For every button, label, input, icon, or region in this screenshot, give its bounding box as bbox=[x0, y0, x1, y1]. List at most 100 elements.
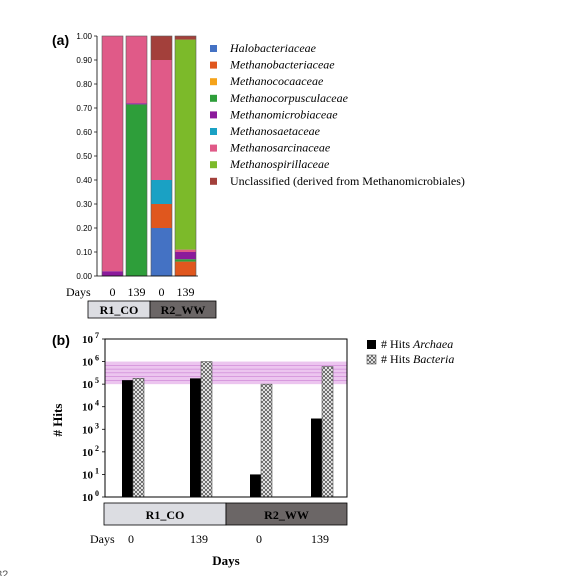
y-tick-label: 0.00 bbox=[76, 272, 92, 281]
bar-segment-unclassified-derived-from-methanomicrobiales bbox=[151, 36, 172, 60]
y-tick-label: 0.10 bbox=[76, 248, 92, 257]
y-tick-exponent: 6 bbox=[95, 354, 99, 363]
bar-segment-methanomicrobiaceae bbox=[126, 103, 147, 105]
legend-swatch bbox=[210, 61, 217, 69]
y-tick-label: 0.50 bbox=[76, 152, 92, 161]
group-boxes: R1_CO R2_WW bbox=[87, 300, 217, 319]
y-tick-exponent: 7 bbox=[95, 331, 99, 340]
y-tick-label: 10 bbox=[82, 334, 94, 346]
bar-bacteria bbox=[260, 383, 273, 498]
x-tick-label: 0 bbox=[110, 285, 116, 299]
bar-segment-methanocorpusculaceae bbox=[126, 104, 147, 277]
bar-bacteria bbox=[132, 378, 145, 498]
bar-archaea bbox=[190, 378, 201, 497]
x-tick-label: 139 bbox=[177, 285, 195, 299]
bar-segment-methanosarcinaceae bbox=[151, 60, 172, 180]
legend-swatch bbox=[210, 94, 217, 102]
bar-bacteria bbox=[200, 361, 213, 498]
stacked-bar-chart: (a) 0.00 0.10 0.20 0.30 0.40 0.50 0.60 0.70 0.80… bbox=[52, 32, 465, 319]
panel-label-a: (a) bbox=[52, 32, 69, 48]
bars bbox=[101, 35, 197, 277]
legend-label: Methanosaetaceae bbox=[229, 124, 321, 138]
legend-label: Methanospirillaceae bbox=[229, 157, 330, 171]
legend-swatch bbox=[210, 128, 217, 135]
y-tick-label: 0.90 bbox=[76, 56, 92, 65]
bar-segment-methanosarcinaceae bbox=[126, 36, 147, 104]
y-tick-exponent: 3 bbox=[95, 421, 99, 430]
legend-label: Unclassified (derived from Methanomicrob… bbox=[230, 174, 465, 188]
legend-label: Methanocorpusculaceae bbox=[229, 91, 349, 105]
y-tick-label: 0.40 bbox=[76, 176, 92, 185]
y-tick-label: 10 bbox=[82, 357, 94, 369]
legend-label: Methanomicrobiaceae bbox=[229, 107, 338, 121]
legend: Halobacteriaceae Methanobacteriaceae Metha… bbox=[210, 41, 465, 188]
y-tick-exponent: 5 bbox=[95, 376, 99, 385]
group-label: R1_CO bbox=[100, 303, 139, 317]
x-tick-label: 139 bbox=[128, 285, 146, 299]
legend-swatch bbox=[210, 111, 217, 119]
y-tick-label: 10 bbox=[82, 379, 94, 391]
y-tick-label: 0.20 bbox=[76, 224, 92, 233]
bar-segment-methanosarcinaceae bbox=[175, 249, 196, 252]
x-axis-ticks: Days 0 139 0 139 bbox=[90, 532, 329, 546]
bar-segment-methanomicrobiaceae bbox=[175, 252, 196, 260]
bar-segment-methanobacteriaceae bbox=[151, 204, 172, 228]
bar-segment-methanomicrobiaceae bbox=[102, 271, 123, 276]
x-tick-label: 139 bbox=[190, 532, 208, 546]
y-tick-label: 0.80 bbox=[76, 80, 92, 89]
legend-swatch bbox=[366, 354, 377, 365]
y-axis-ticks: 0.00 0.10 0.20 0.30 0.40 0.50 0.60 0.70 0.80 0.90… bbox=[76, 32, 97, 281]
y-tick-label: 10 bbox=[82, 402, 94, 414]
page-number: 82 bbox=[0, 569, 8, 576]
x-axis-ticks: Days 0 139 0 139 bbox=[66, 285, 195, 299]
x-axis-label: Days bbox=[212, 553, 239, 568]
x-tick-label: 0 bbox=[159, 285, 165, 299]
group-box-r2-ww bbox=[225, 502, 348, 526]
bar-archaea bbox=[122, 380, 133, 497]
y-tick-exponent: 2 bbox=[95, 444, 99, 453]
legend-swatch bbox=[210, 177, 217, 185]
bar-segment-unclassified-derived-from-methanomicrobiales bbox=[175, 36, 196, 40]
x-prefix-label: Days bbox=[66, 285, 91, 299]
y-tick-label: 0.30 bbox=[76, 200, 92, 209]
x-tick-label: 0 bbox=[256, 532, 262, 546]
bar-archaea bbox=[250, 474, 261, 497]
bar-segment-methanospirillaceae bbox=[175, 39, 196, 250]
y-tick-exponent: 0 bbox=[95, 489, 99, 498]
legend-label: Methanococaaceae bbox=[229, 74, 324, 88]
y-tick-label: 10 bbox=[82, 447, 94, 459]
y-axis-label: # Hits bbox=[50, 404, 65, 437]
group-label: R1_CO bbox=[146, 508, 185, 522]
legend-label: Methanosarcinaceae bbox=[229, 141, 331, 155]
bar-archaea bbox=[311, 418, 322, 497]
y-tick-label: 1.00 bbox=[76, 32, 92, 41]
bar-bacteria bbox=[321, 366, 334, 498]
y-tick-exponent: 1 bbox=[95, 466, 99, 475]
legend-swatch bbox=[210, 161, 217, 169]
legend-label: # Hits Archaea bbox=[381, 337, 453, 351]
bar-segment-methanosaetaceae bbox=[151, 180, 172, 204]
highlight-band bbox=[105, 361, 347, 385]
legend-label: # Hits Bacteria bbox=[381, 352, 454, 366]
legend-swatch bbox=[210, 78, 217, 86]
legend: # Hits Archaea# Hits Bacteria bbox=[366, 337, 454, 366]
x-tick-label: 0 bbox=[128, 532, 134, 546]
legend-label: Halobacteriaceae bbox=[229, 41, 317, 55]
y-tick-label: 10 bbox=[82, 424, 94, 436]
group-label: R2_WW bbox=[264, 508, 309, 522]
y-tick-label: 10 bbox=[82, 492, 94, 504]
bar-segment-methanosarcinaceae bbox=[102, 36, 123, 272]
x-prefix-label: Days bbox=[90, 532, 115, 546]
legend-swatch bbox=[210, 144, 217, 152]
y-tick-label: 0.70 bbox=[76, 104, 92, 113]
bar-segment-methanobacteriaceae bbox=[175, 261, 196, 276]
group-box-r2-ww bbox=[149, 300, 217, 319]
bar-segment-methanocorpusculaceae bbox=[175, 259, 196, 262]
y-tick-exponent: 4 bbox=[95, 399, 99, 408]
legend-swatch bbox=[367, 340, 376, 349]
legend-label: Methanobacteriaceae bbox=[229, 58, 335, 72]
legend-swatch bbox=[210, 45, 217, 52]
